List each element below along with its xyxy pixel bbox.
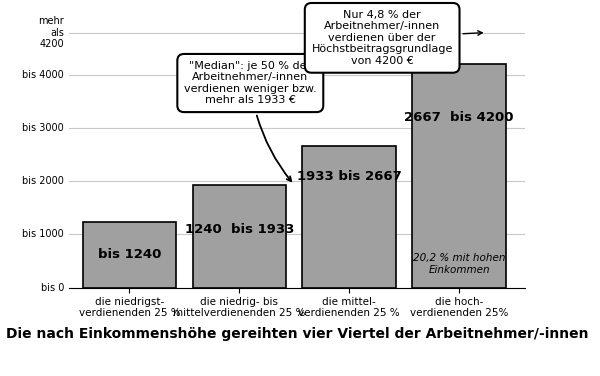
Text: Nur 4,8 % der
Arbeitnehmer/-innen
verdienen über der
Höchstbeitragsgrundlage
von: Nur 4,8 % der Arbeitnehmer/-innen verdie…: [311, 10, 482, 66]
Text: 2667  bis 4200: 2667 bis 4200: [404, 111, 514, 124]
Text: 4,8 % mit Höchst-Einkommen: 4,8 % mit Höchst-Einkommen: [556, 109, 565, 282]
Polygon shape: [536, 9, 585, 24]
Bar: [302, 146, 396, 288]
Text: 1240  bis 1933: 1240 bis 1933: [185, 223, 294, 236]
Text: "Median": je 50 % der
Arbeitnehmer/-innen
verdienen weniger bzw.
mehr als 1933 €: "Median": je 50 % der Arbeitnehmer/-inne…: [184, 61, 317, 181]
Text: 1933 bis 2667: 1933 bis 2667: [297, 170, 401, 182]
Text: 20,2 % mit hohen
Einkommen: 20,2 % mit hohen Einkommen: [413, 253, 505, 274]
Bar: [83, 222, 176, 288]
Bar: [412, 64, 506, 288]
Text: bis 1240: bis 1240: [98, 248, 161, 261]
X-axis label: Die nach Einkommenshöhe gereihten vier Viertel der Arbeitnehmer/-innen: Die nach Einkommenshöhe gereihten vier V…: [6, 327, 588, 341]
Bar: [193, 185, 286, 288]
